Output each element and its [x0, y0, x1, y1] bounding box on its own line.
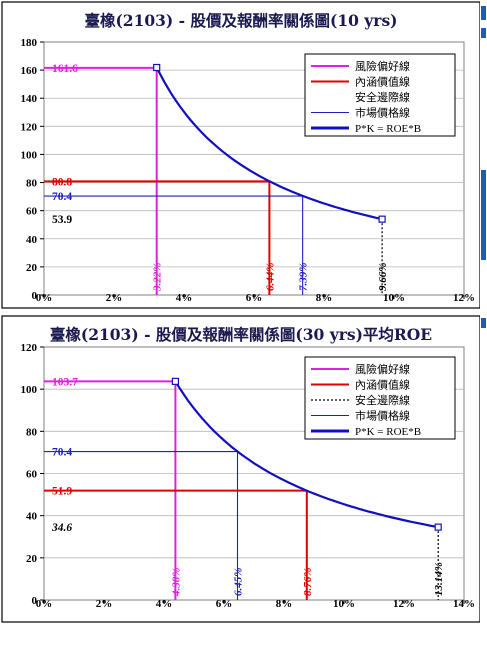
- y-tick-label: 80: [26, 178, 38, 190]
- y-tick-label: 0: [32, 290, 38, 302]
- y-tick-label: 100: [21, 149, 38, 161]
- price-label: 161.6: [52, 63, 78, 75]
- y-tick-label: 120: [21, 121, 38, 133]
- price-label: 80.8: [52, 176, 72, 188]
- legend-label: 安全邊際線: [355, 393, 410, 407]
- rate-label: 3.22%: [152, 263, 164, 292]
- curve-endpoint-marker: [171, 377, 179, 385]
- x-tick-label: 4%: [176, 292, 193, 304]
- y-tick-label: 60: [26, 469, 38, 481]
- y-tick-label: 140: [21, 93, 38, 105]
- rate-label: 6.45%: [233, 568, 245, 596]
- x-tick-label: 2%: [96, 598, 113, 610]
- rate-label: 13.14%: [433, 562, 445, 596]
- rate-label: 4.38%: [170, 568, 182, 597]
- x-tick-label: 2%: [106, 292, 123, 304]
- price-label: 70.4: [52, 191, 72, 203]
- y-tick-label: 20: [26, 553, 38, 565]
- legend-label: 市場價格線: [355, 409, 410, 423]
- legend-label: P*K = ROE*B: [355, 426, 421, 438]
- legend-label: 風險偏好線: [355, 362, 410, 376]
- page-edge-strip: [480, 0, 487, 640]
- legend-label: 內涵價值線: [355, 378, 410, 392]
- curve-line: [155, 66, 383, 221]
- chart-1: 臺橡(2103) - 股價及報酬率關係圖(10 yrs) 0 20 40 60 80 100…: [1, 1, 481, 309]
- y-tick-label: 40: [26, 511, 38, 523]
- legend-label: 內涵價值線: [355, 75, 410, 89]
- y-tick-label: 180: [21, 37, 38, 49]
- rate-label: 8.76%: [302, 568, 314, 596]
- curve-endpoint-marker: [378, 215, 386, 223]
- x-tick-label: 10%: [333, 598, 355, 610]
- y-tick-label: 80: [26, 426, 38, 438]
- x-tick-label: 14%: [453, 598, 475, 610]
- legend-label: P*K = ROE*B: [355, 123, 421, 135]
- curve-endpoint-marker: [153, 63, 161, 72]
- x-tick-label: 6%: [216, 598, 233, 610]
- curve-line: [174, 380, 439, 529]
- legend-box: [304, 356, 456, 440]
- rate-label: 9.66%: [377, 263, 389, 291]
- rate-label: 7.39%: [298, 263, 310, 291]
- y-tick-label: 60: [26, 206, 38, 218]
- chart-title: 臺橡(2103) - 股價及報酬率關係圖(30 yrs)平均ROE: [50, 325, 432, 344]
- x-tick-label: 0%: [36, 598, 53, 610]
- x-tick-label: 0%: [36, 292, 53, 304]
- x-tick-label: 12%: [453, 292, 475, 304]
- charts-svg: 臺橡(2103) - 股價及報酬率關係圖(10 yrs) 0 20 40 60 80 100…: [1, 1, 481, 623]
- price-label: 70.4: [52, 447, 72, 459]
- y-tick-label: 160: [21, 65, 38, 77]
- legend-label: 市場價格線: [355, 106, 410, 120]
- rate-label: 6.44%: [264, 263, 276, 291]
- x-tick-label: 12%: [393, 598, 415, 610]
- price-label: 34.6: [51, 522, 72, 534]
- curve-endpoint-marker: [434, 523, 442, 531]
- price-label: 103.7: [52, 376, 78, 388]
- legend-label: 安全邊際線: [355, 90, 410, 104]
- y-tick-label: 0: [32, 595, 38, 607]
- x-tick-label: 8%: [276, 598, 293, 610]
- y-tick-label: 40: [26, 234, 38, 246]
- y-tick-label: 120: [21, 342, 38, 354]
- price-label: 53.9: [52, 214, 72, 226]
- legend-label: 風險偏好線: [355, 59, 410, 73]
- legend-box: [304, 53, 456, 137]
- x-tick-label: 10%: [383, 292, 405, 304]
- chart-title: 臺橡(2103) - 股價及報酬率關係圖(10 yrs): [84, 11, 397, 30]
- chart-2: 臺橡(2103) - 股價及報酬率關係圖(30 yrs)平均ROE 0 20 40 60…: [1, 315, 481, 623]
- x-tick-label: 8%: [316, 292, 333, 304]
- price-label: 51.9: [52, 486, 72, 498]
- x-tick-label: 6%: [246, 292, 263, 304]
- y-tick-label: 100: [21, 384, 38, 396]
- x-tick-label: 4%: [156, 598, 173, 610]
- y-tick-label: 20: [26, 262, 38, 274]
